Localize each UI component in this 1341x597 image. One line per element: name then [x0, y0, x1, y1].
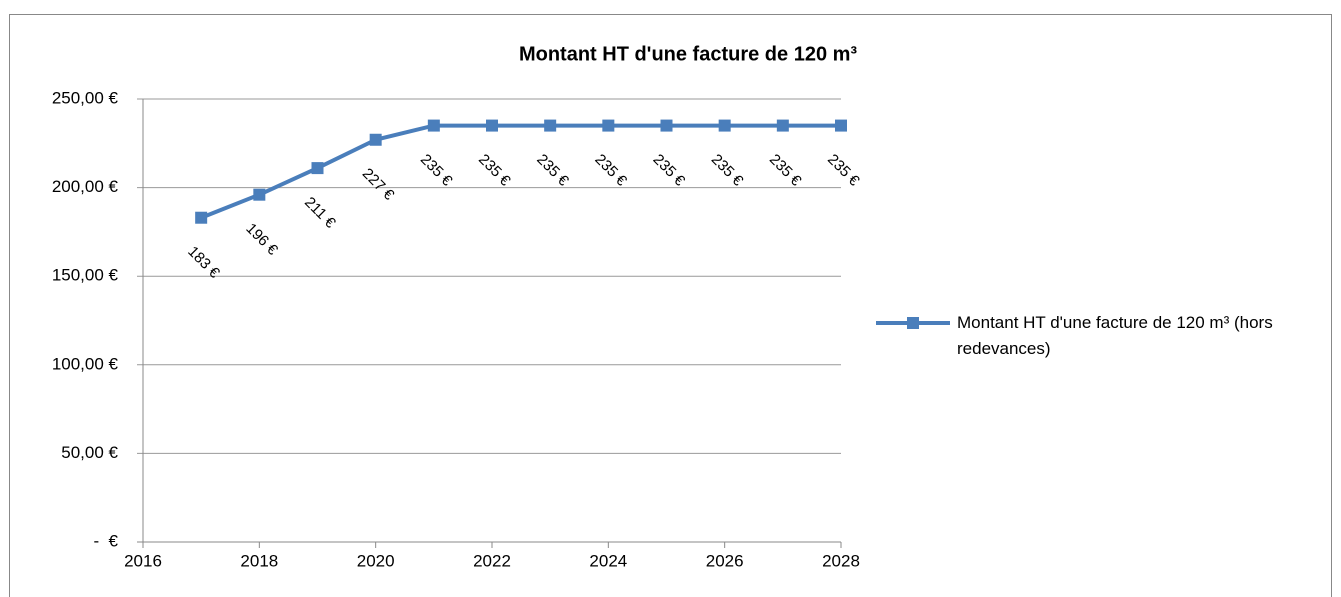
point-marker	[835, 119, 847, 132]
y-tick-label: 250,00 €	[52, 88, 119, 107]
point-marker	[602, 119, 615, 132]
y-tick-label: 100,00 €	[52, 354, 119, 373]
value-label: 235 €	[475, 151, 514, 190]
point-marker	[486, 119, 498, 132]
x-tick-label: 2016	[124, 551, 162, 570]
point-marker	[660, 119, 673, 132]
value-label: 211 €	[301, 194, 339, 232]
value-label: 235 €	[533, 151, 572, 190]
value-label: 235 €	[591, 151, 630, 190]
value-label: 235 €	[650, 151, 689, 190]
series-line	[200, 123, 841, 220]
point-marker	[311, 162, 324, 175]
legend-label: Montant HT d'une facture de 120 m³ (hors…	[957, 313, 1273, 358]
point-marker	[544, 119, 557, 132]
y-tick-label: 50,00 €	[61, 443, 118, 462]
chart-border	[9, 14, 1332, 597]
chart-title: Montant HT d'une facture de 120 m³	[519, 43, 857, 65]
value-label: 235 €	[766, 151, 805, 190]
point-marker	[718, 119, 731, 132]
value-label: 235 €	[708, 151, 747, 190]
y-tick-label: - €	[93, 531, 118, 550]
point-marker	[253, 188, 266, 201]
value-label: 235 €	[824, 151, 863, 190]
x-tick-label: 2024	[589, 551, 627, 570]
x-tick-label: 2022	[473, 551, 511, 570]
x-tick-label: 2018	[240, 551, 278, 570]
legend-marker	[907, 317, 919, 329]
point-marker	[369, 133, 382, 146]
y-tick-label: 150,00 €	[52, 266, 119, 285]
x-tick-label: 2028	[822, 551, 860, 570]
point-marker	[776, 119, 789, 132]
point-marker	[427, 119, 440, 132]
value-label: 196 €	[242, 220, 281, 259]
x-tick-label: 2020	[357, 551, 395, 570]
y-tick-label: 200,00 €	[52, 177, 119, 196]
point-marker	[195, 211, 208, 224]
value-label: 235 €	[417, 151, 456, 190]
x-tick-label: 2026	[706, 551, 744, 570]
value-label: 227 €	[359, 165, 398, 204]
